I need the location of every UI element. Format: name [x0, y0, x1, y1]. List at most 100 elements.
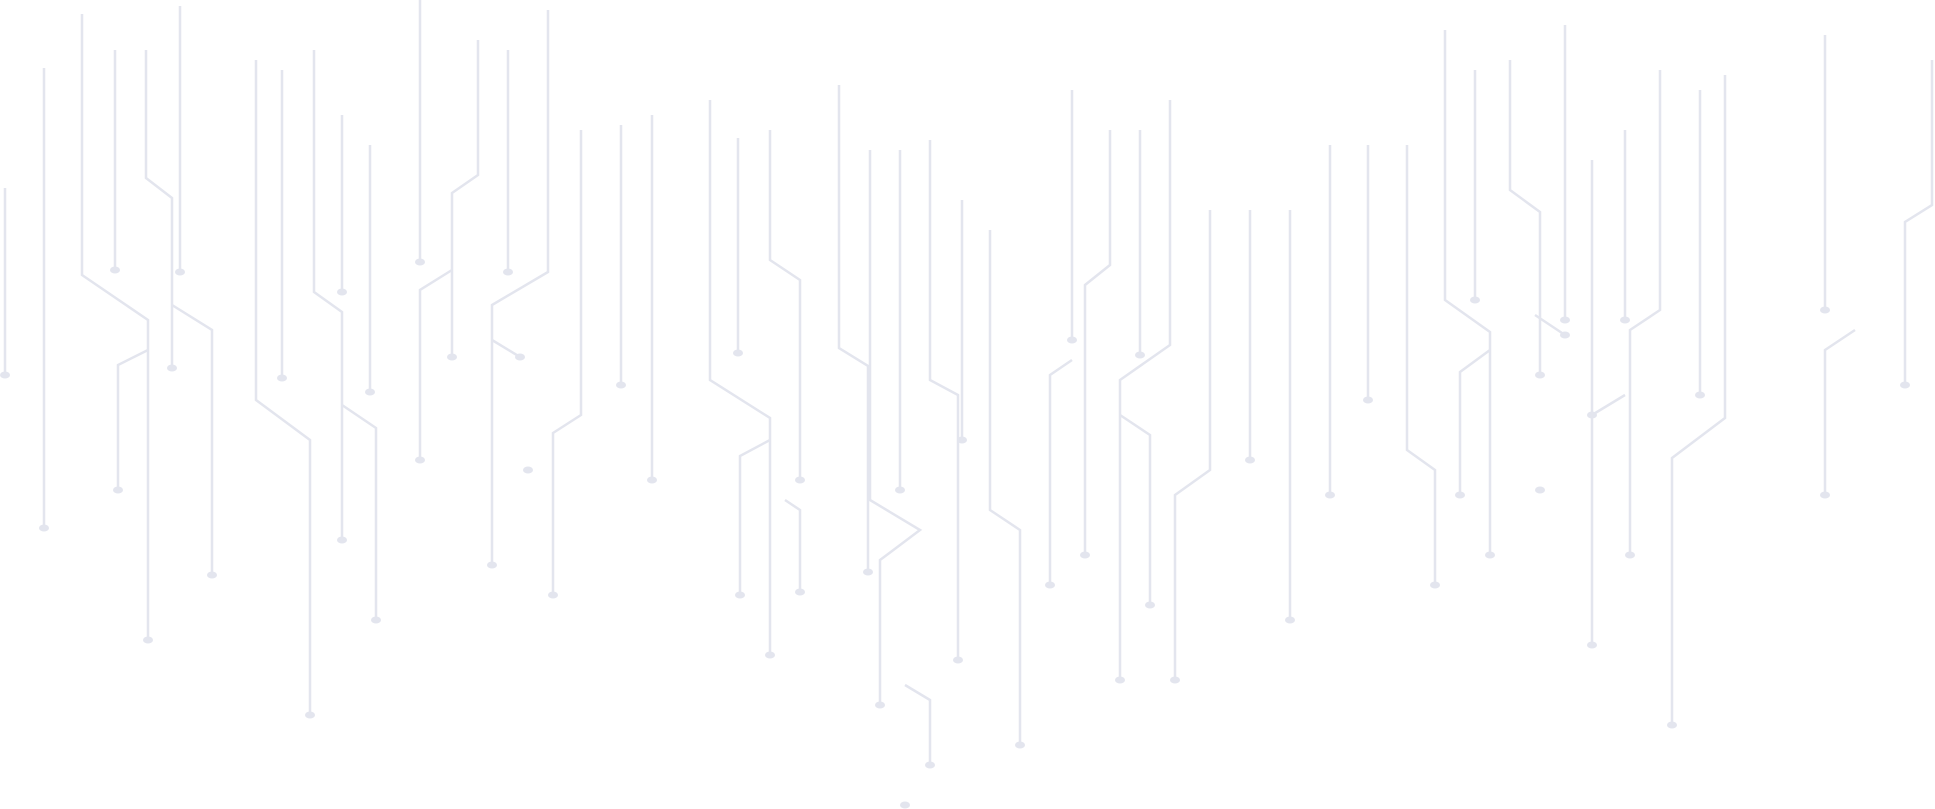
circuit-node-dot: [305, 711, 315, 719]
circuit-trace: [768, 130, 802, 480]
circuit-node-dot: [1067, 336, 1077, 344]
circuit-node-dot: [1620, 316, 1630, 324]
circuit-node-dot: [1625, 551, 1635, 559]
circuit-trace: [490, 10, 550, 565]
circuit-trace: [1508, 60, 1542, 375]
circuit-trace: [491, 338, 521, 359]
circuit-node-dot: [1535, 371, 1545, 379]
circuit-trace: [1903, 60, 1934, 385]
circuit-trace: [450, 40, 480, 357]
circuit-node-dot: [415, 258, 425, 266]
circuit-node-dot: [1015, 741, 1025, 749]
circuit-node-dot: [1900, 381, 1910, 389]
circuit-node-dot: [765, 651, 775, 659]
circuit-node-dot: [1170, 676, 1180, 684]
circuit-node-dot: [548, 591, 558, 599]
circuit-node-dot: [503, 268, 513, 276]
circuit-trace: [80, 14, 150, 640]
circuit-node-dot: [1135, 351, 1145, 359]
circuit-node-dot: [1485, 551, 1495, 559]
circuit-node-dot: [795, 476, 805, 484]
circuit-node-dot: [953, 656, 963, 664]
circuit-node-dot: [1560, 331, 1570, 339]
circuit-trace: [144, 50, 174, 368]
circuit-trace: [1048, 358, 1073, 585]
circuit-node-dot: [925, 761, 935, 769]
circuit-node-dot: [447, 353, 457, 361]
circuit-trace: [341, 403, 378, 620]
circuit-node-dot: [957, 436, 967, 444]
circuit-node-dot: [1587, 641, 1597, 649]
circuit-node-dot: [487, 561, 497, 569]
circuit-trace: [254, 60, 312, 715]
circuit-trace: [708, 100, 772, 655]
circuit-trace: [1823, 328, 1856, 495]
circuit-trace: [1118, 100, 1172, 680]
circuit-trace: [1083, 130, 1112, 555]
circuit-node-dot: [523, 466, 533, 474]
circuit-node-dot: [1363, 396, 1373, 404]
circuit-node-dot: [1820, 491, 1830, 499]
circuit-trace: [171, 303, 214, 575]
circuit-node-dot: [175, 268, 185, 276]
circuit-node-dot: [0, 371, 10, 379]
circuit-trace: [928, 140, 960, 660]
circuit-node-dot: [207, 571, 217, 579]
circuit-node-dot: [616, 381, 626, 389]
circuit-trace: [1590, 393, 1626, 645]
circuit-trace: [116, 348, 149, 490]
circuit-node-dot: [647, 476, 657, 484]
circuit-node-dot: [1820, 306, 1830, 314]
circuit-trace: [312, 50, 344, 540]
circuit-node-dot: [735, 591, 745, 599]
circuit-node-dot: [337, 536, 347, 544]
circuit-trace: [1119, 413, 1152, 605]
circuit-node-dot: [415, 456, 425, 464]
circuit-trace: [837, 85, 870, 572]
circuit-trace: [1670, 75, 1727, 725]
circuit-trace: [418, 268, 453, 460]
circuit-node-dot: [1455, 491, 1465, 499]
circuit-node-dot: [900, 801, 910, 809]
circuit-node-dot: [277, 374, 287, 382]
circuit-node-dot: [337, 288, 347, 296]
circuit-node-dot: [1285, 616, 1295, 624]
circuit-node-dot: [143, 636, 153, 644]
circuit-node-dot: [110, 266, 120, 274]
circuit-node-dot: [1695, 391, 1705, 399]
circuit-node-dot: [795, 588, 805, 596]
circuit-trace: [1405, 145, 1437, 585]
circuit-node-dot: [1535, 486, 1545, 494]
circuit-node-dot: [1560, 316, 1570, 324]
circuit-trace: [1628, 70, 1662, 555]
circuit-node-dot: [1325, 491, 1335, 499]
circuit-trace: [1443, 30, 1492, 555]
circuit-node-dot: [1430, 581, 1440, 589]
circuit-trace: [1458, 348, 1491, 495]
circuit-node-dot: [1245, 456, 1255, 464]
circuit-node-dot: [365, 388, 375, 396]
circuit-node-dot: [39, 524, 49, 532]
circuit-node-dot: [1470, 296, 1480, 304]
circuit-node-dot: [371, 616, 381, 624]
circuit-trace: [1534, 313, 1566, 337]
circuit-node-dot: [113, 486, 123, 494]
circuit-trace: [988, 230, 1022, 745]
circuit-node-dot: [1667, 721, 1677, 729]
circuit-trace: [784, 498, 802, 592]
circuit-trace: [1173, 210, 1212, 680]
circuit-node-dot: [1080, 551, 1090, 559]
circuit-trace: [551, 130, 583, 595]
circuit-trace: [904, 683, 932, 765]
circuit-trace: [738, 438, 771, 595]
circuit-node-dot: [875, 701, 885, 709]
circuit-node-dot: [733, 349, 743, 357]
circuit-node-dot: [1145, 601, 1155, 609]
circuit-node-dot: [1045, 581, 1055, 589]
circuit-trace: [868, 150, 923, 705]
circuit-node-dot: [167, 364, 177, 372]
circuit-node-dot: [895, 486, 905, 494]
circuit-node-dot: [863, 568, 873, 576]
circuit-node-dot: [1115, 676, 1125, 684]
